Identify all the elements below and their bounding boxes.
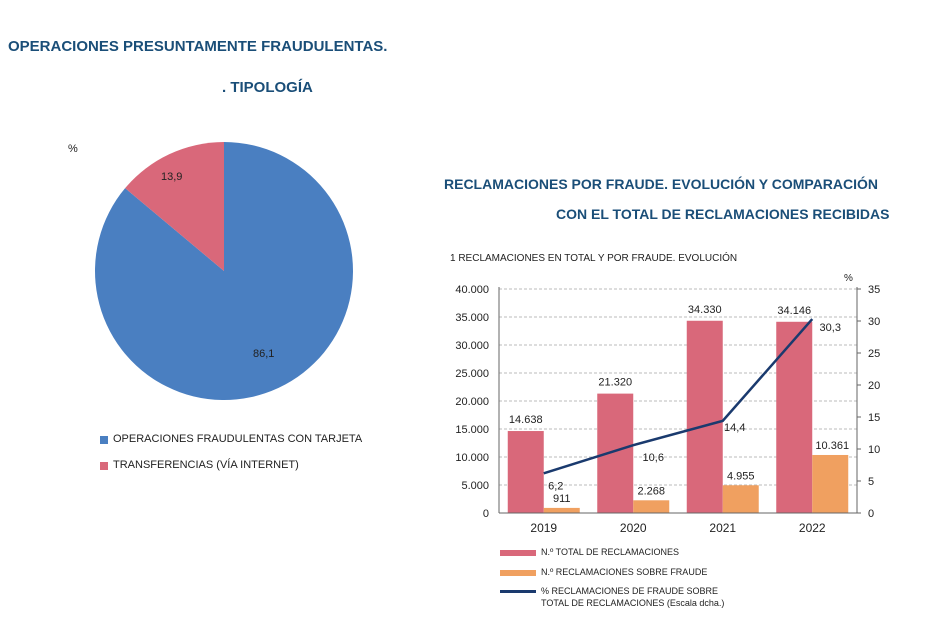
- pie-unit-label: %: [68, 143, 78, 155]
- legend-swatch-fraude: [500, 570, 536, 576]
- y2-tick-label: 25: [868, 348, 880, 360]
- bar-total-label: 21.320: [598, 377, 632, 389]
- legend-label-porcentaje-2: TOTAL DE RECLAMACIONES (Escala dcha.): [541, 598, 725, 608]
- pie-label: 13,9: [161, 171, 182, 183]
- bar-fraude: [722, 485, 759, 513]
- bar-fraude: [633, 500, 670, 513]
- bar-total: [597, 393, 634, 513]
- line-porcentaje: [543, 318, 814, 475]
- line-label: 30,3: [820, 322, 841, 334]
- bar-fraude: [543, 507, 580, 513]
- y2-tick-label: 5: [868, 476, 874, 488]
- bar-fraude-label: 4.955: [727, 470, 755, 482]
- y-tick-label: 5.000: [461, 480, 489, 492]
- y-tick-label: 40.000: [455, 284, 489, 296]
- bar-fraude-label: 911: [553, 493, 571, 505]
- y2-axis-unit: %: [844, 273, 853, 284]
- line-label: 6,2: [548, 480, 563, 492]
- y-tick-label: 25.000: [455, 368, 489, 380]
- line-label: 10,6: [643, 452, 664, 464]
- x-tick-label: 2020: [620, 521, 647, 535]
- bar-chart-title: 1 RECLAMACIONES EN TOTAL Y POR FRAUDE. E…: [450, 253, 738, 264]
- y-tick-label: 20.000: [455, 396, 489, 408]
- y2-tick-label: 15: [868, 412, 880, 424]
- y-tick-label: 30.000: [455, 340, 489, 352]
- bar-total: [776, 321, 813, 513]
- x-tick-label: 2021: [709, 521, 736, 535]
- y2-tick-label: 35: [868, 284, 880, 296]
- pie-label: 86,1: [253, 348, 274, 360]
- legend-label-total: N.º TOTAL DE RECLAMACIONES: [541, 547, 679, 557]
- legend-swatch-transferencias: [100, 462, 108, 470]
- y-tick-label: 35.000: [455, 312, 489, 324]
- legend-swatch-porcentaje: [500, 590, 536, 593]
- bar-total-label: 14.638: [509, 414, 543, 426]
- line-label: 14,4: [724, 422, 745, 434]
- bar-total: [686, 320, 723, 513]
- legend-label-tarjeta: OPERACIONES FRAUDULENTAS CON TARJETA: [113, 433, 363, 445]
- bar-fraude-label: 2.268: [637, 485, 665, 497]
- y2-tick-label: 20: [868, 380, 880, 392]
- chart-title-line1: RECLAMACIONES POR FRAUDE. EVOLUCIÓN Y CO…: [444, 176, 879, 192]
- x-tick-label: 2019: [530, 521, 557, 535]
- bar-total-label: 34.146: [777, 305, 811, 317]
- bar-fraude-label: 10.361: [815, 440, 849, 452]
- legend-swatch-tarjeta: [100, 436, 108, 444]
- legend-swatch-total: [500, 550, 536, 556]
- y-tick-label: 10.000: [455, 452, 489, 464]
- y2-tick-label: 30: [868, 316, 880, 328]
- y-tick-label: 15.000: [455, 424, 489, 436]
- page-title: OPERACIONES PRESUNTAMENTE FRAUDULENTAS.: [8, 38, 388, 55]
- legend-label-porcentaje: % RECLAMACIONES DE FRAUDE SOBRE: [541, 586, 719, 596]
- legend-label-transferencias: TRANSFERENCIAS (VÍA INTERNET): [113, 459, 299, 471]
- bar-total-label: 34.330: [688, 304, 722, 316]
- pie-slice: [125, 142, 224, 271]
- bar-total: [507, 431, 544, 513]
- bar-fraude: [812, 454, 849, 513]
- pie-slice: [94, 142, 353, 401]
- x-tick-label: 2022: [799, 521, 826, 535]
- y-tick-label: 0: [483, 508, 489, 520]
- chart-title-line2: CON EL TOTAL DE RECLAMACIONES RECIBIDAS: [556, 206, 890, 222]
- legend-label-fraude: N.º RECLAMACIONES SOBRE FRAUDE: [541, 567, 708, 577]
- y2-tick-label: 0: [868, 508, 874, 520]
- y2-tick-label: 10: [868, 444, 880, 456]
- pie-subtitle: . TIPOLOGÍA: [222, 79, 313, 96]
